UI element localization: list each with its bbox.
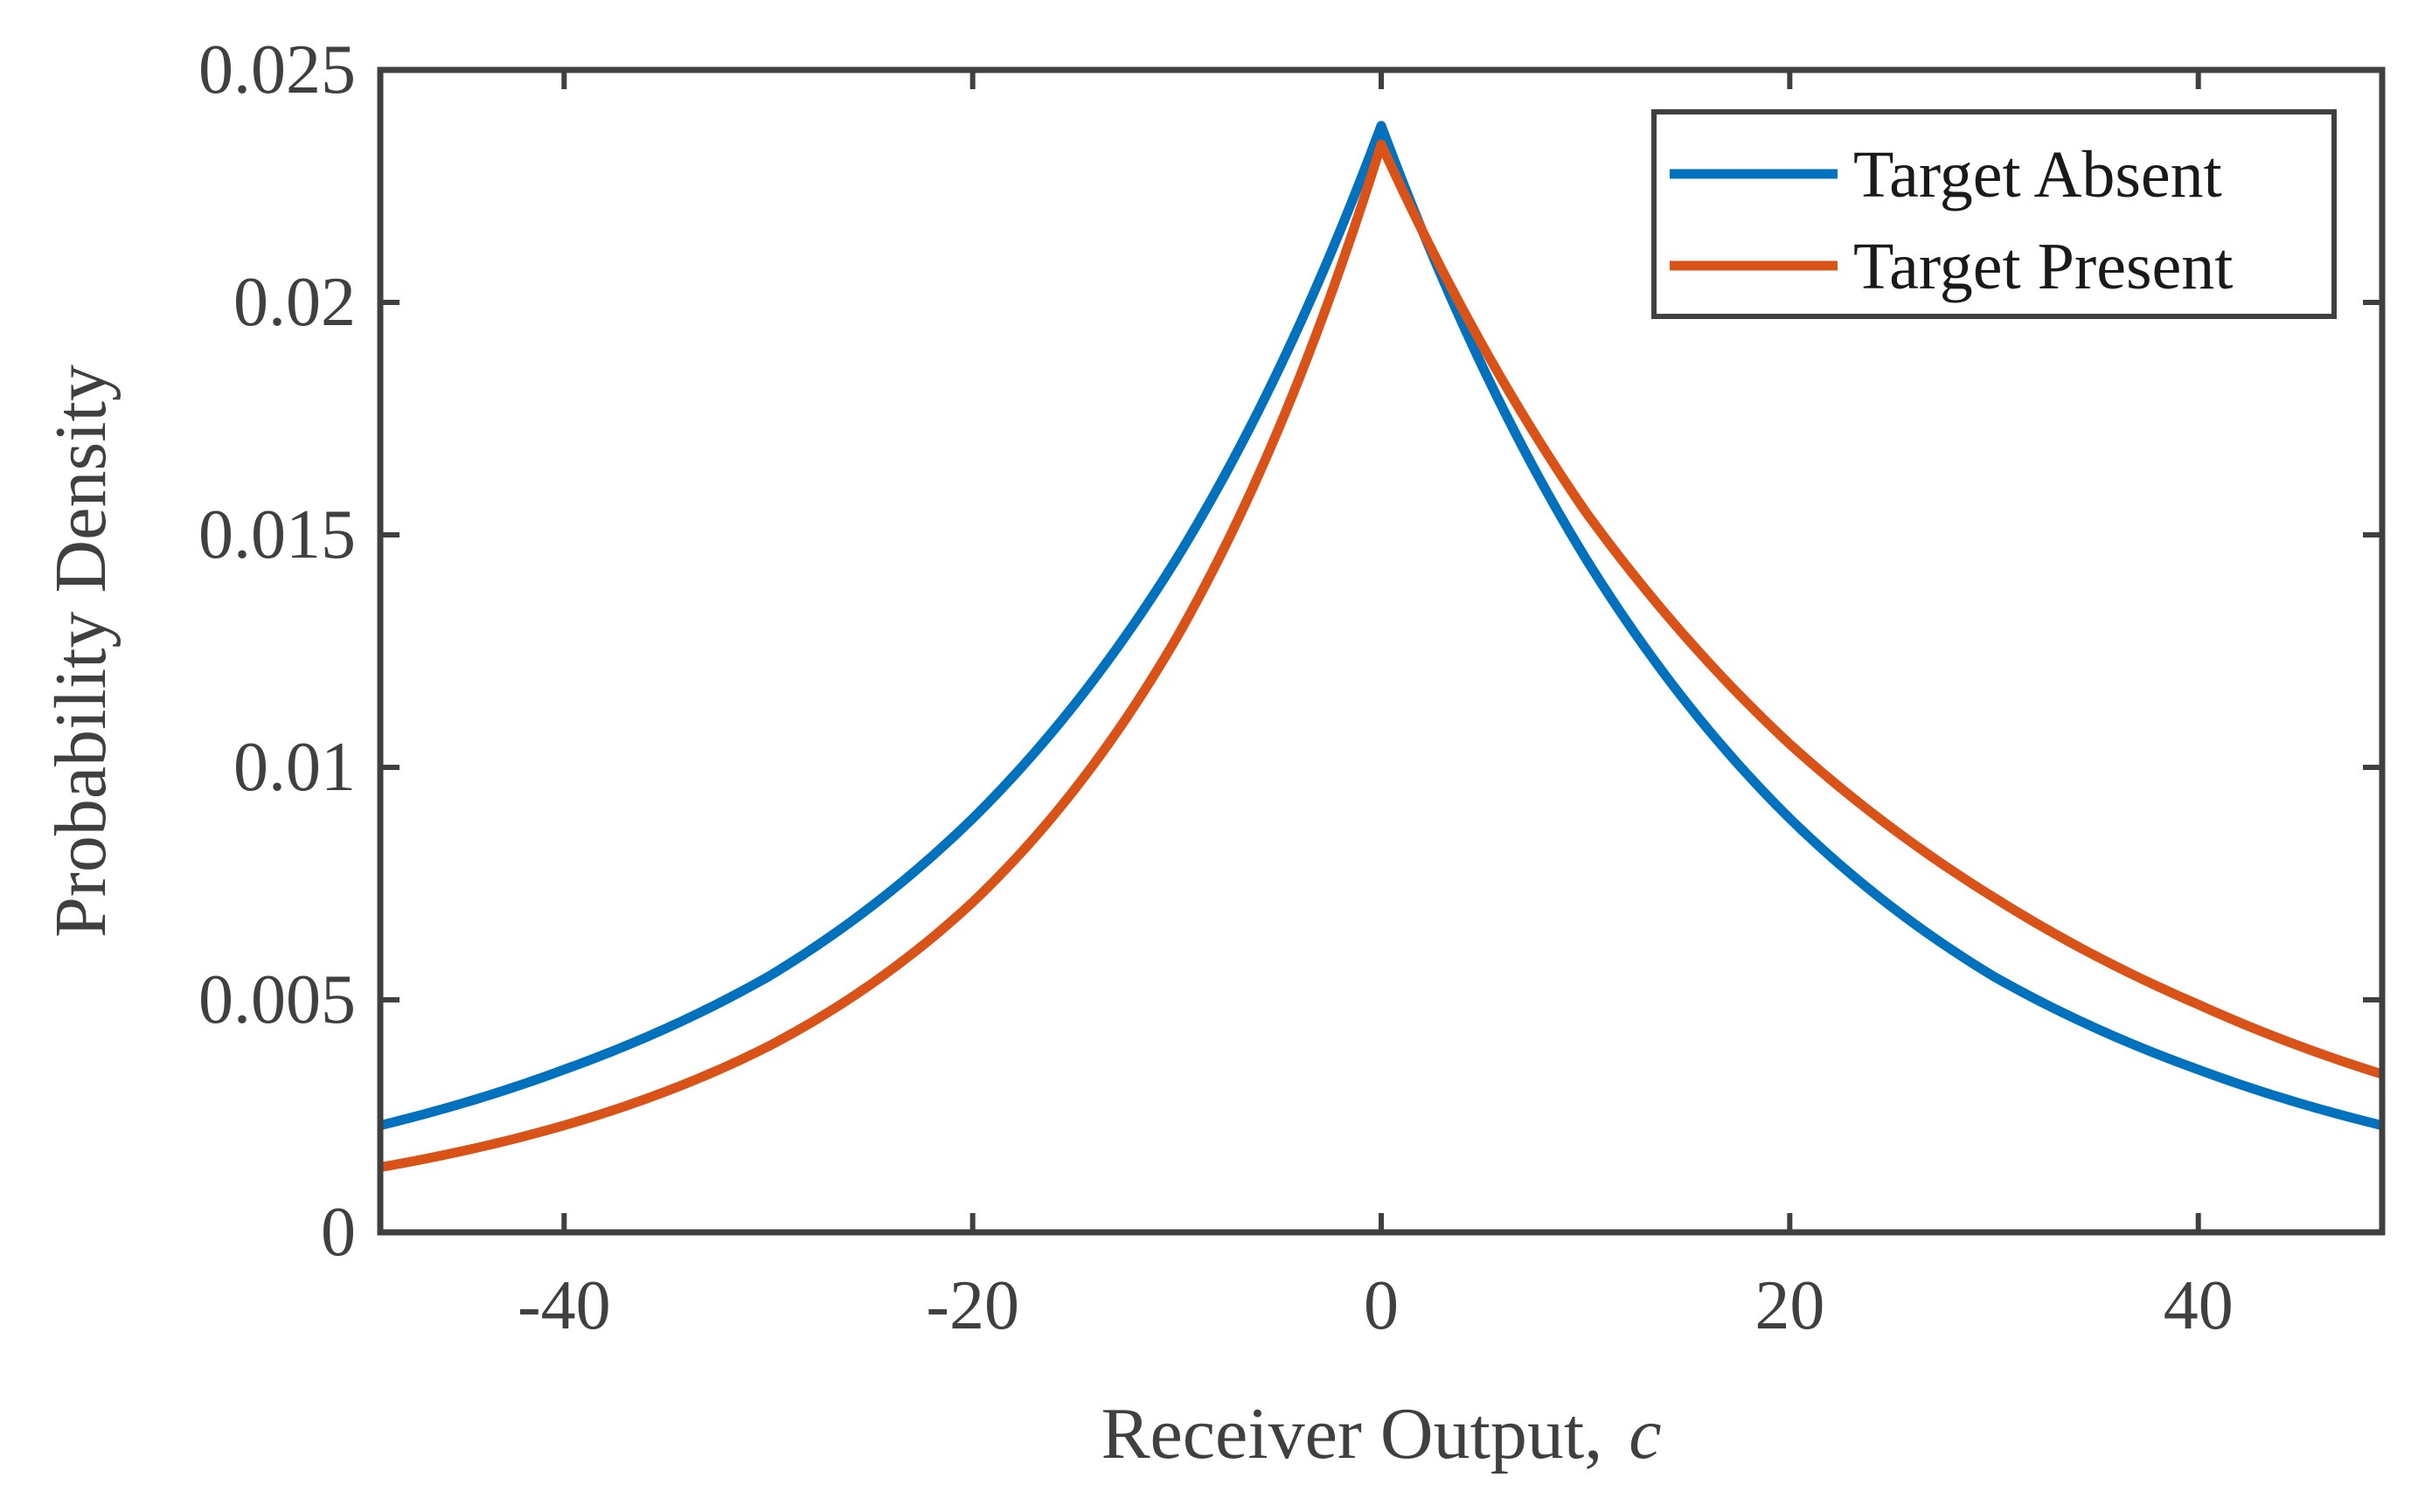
- y-tick-label: 0.015: [198, 496, 356, 573]
- y-tick-label: 0: [321, 1194, 356, 1271]
- x-tick-label: -20: [926, 1267, 1019, 1344]
- y-tick-label: 0.025: [198, 31, 356, 108]
- legend-box: [1651, 109, 2337, 319]
- x-axis-title-text: Receiver Output,: [1101, 1393, 1602, 1474]
- y-tick-label: 0.005: [198, 961, 356, 1038]
- y-tick-label: 0.01: [233, 729, 356, 806]
- x-axis-title: Receiver Output, c: [1101, 1393, 1661, 1474]
- legend: Target Absent Target Present: [1651, 109, 2337, 319]
- legend-label-target-absent: Target Absent: [1853, 138, 2222, 212]
- y-axis-title: Probability Density: [40, 364, 122, 938]
- x-tick-label: 20: [1754, 1267, 1824, 1344]
- y-tick-label: 0.02: [233, 264, 356, 341]
- x-axis-variable: c: [1629, 1393, 1661, 1474]
- x-tick-label: 0: [1364, 1267, 1399, 1344]
- legend-label-target-present: Target Present: [1853, 230, 2233, 303]
- x-tick-label: 40: [2164, 1267, 2234, 1344]
- x-tick-label: -40: [518, 1267, 611, 1344]
- plot-area-frame: [377, 66, 2386, 1236]
